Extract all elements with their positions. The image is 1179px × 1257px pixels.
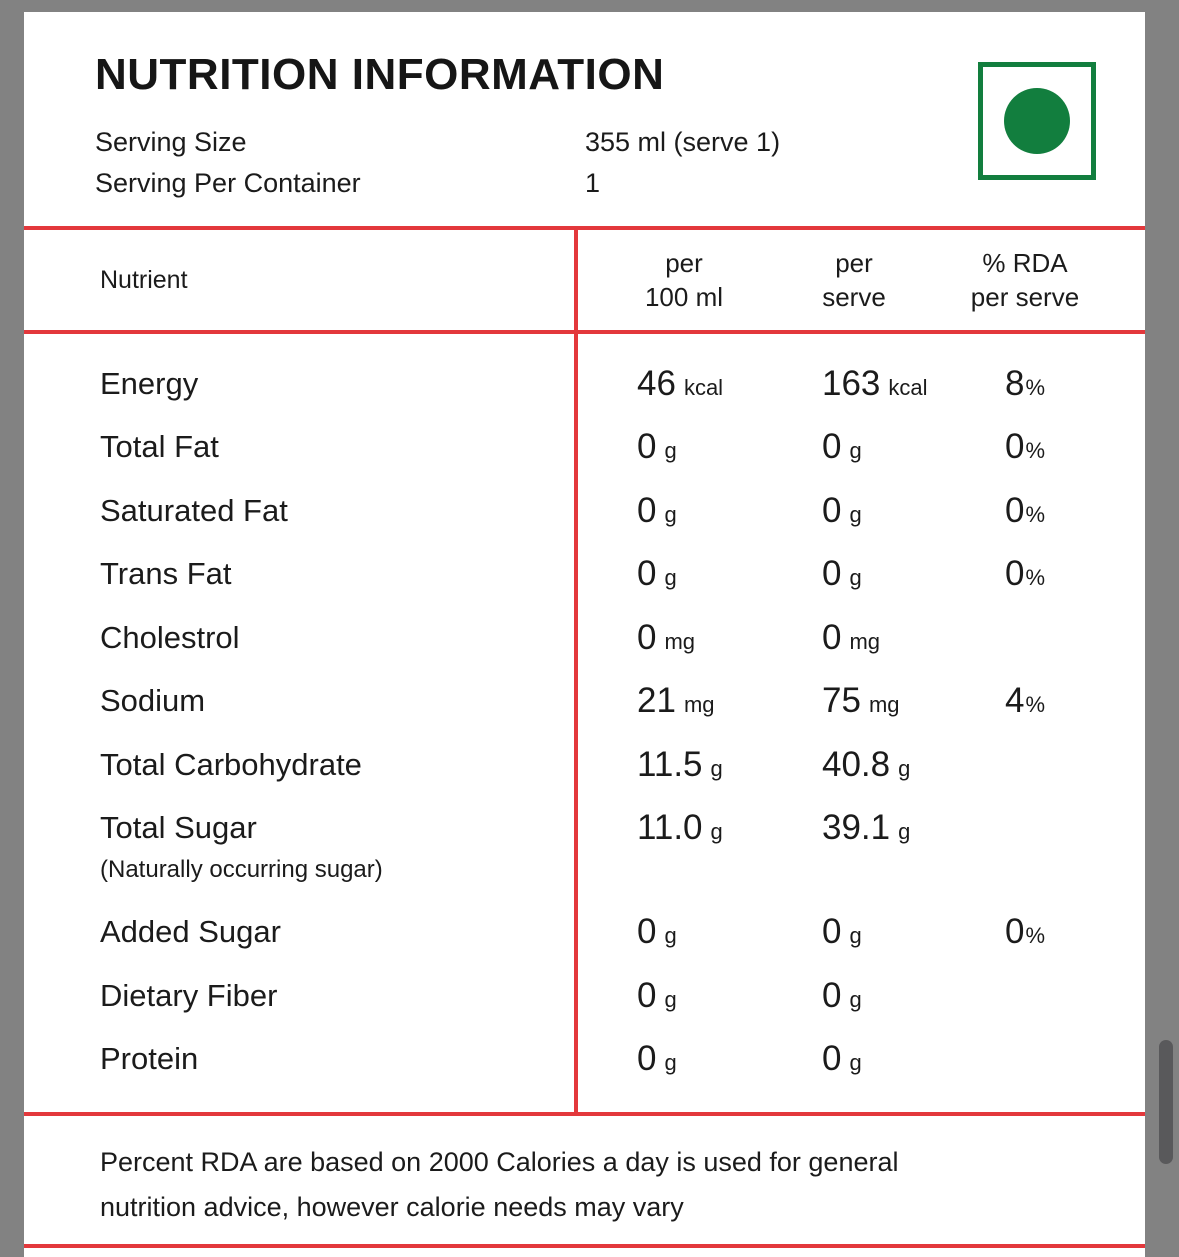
vegetarian-dot-icon [1004,88,1070,154]
divider-vertical [574,226,578,1116]
nutrient-name: Cholestrol [100,619,240,655]
nutrient-name: Total Fat [100,429,219,465]
serving-info: Serving Size 355 ml (serve 1) Serving Pe… [24,122,1145,204]
column-header-per-serve: per serve [822,248,886,312]
divider-header-bottom [24,330,1145,334]
divider-bottom [24,1244,1145,1248]
column-header-nutrient: Nutrient [100,265,188,294]
serving-size-label: Serving Size [95,127,247,157]
vegetarian-mark-icon [978,62,1096,180]
nutrient-name: Dietary Fiber [100,977,278,1013]
nutrient-name: Trans Fat [100,556,232,592]
nutrient-name: Total Carbohydrate [100,746,362,782]
column-header-per-100ml: per 100 ml [644,248,724,312]
page-title: NUTRITION INFORMATION [95,50,665,99]
column-header-rda: % RDA per serve [970,248,1080,312]
scrollbar-thumb[interactable] [1159,1040,1173,1164]
nutrient-name: Sodium [100,683,206,719]
table-row-cholestrol: Cholestrol 0 mg 0 mg [24,606,1145,670]
table-row-energy: Energy 46 kcal 163 kcal 8% [24,352,1145,416]
total-sugar-note: (Naturally occurring sugar) [100,856,383,883]
rda-footnote: Percent RDA are based on 2000 Calories a… [24,1116,1145,1230]
nutrient-name: Added Sugar [100,914,281,950]
footnote-line-1: Percent RDA are based on 2000 Calories a… [100,1147,899,1177]
divider-top [24,226,1145,230]
table-row-total-carbohydrate: Total Carbohydrate 11.5 g 40.8 g [24,733,1145,797]
nutrient-name: Total Sugar [100,810,257,846]
nutrient-name: Protein [100,1041,199,1077]
serving-size-row: Serving Size 355 ml (serve 1) [24,122,1145,163]
footnote-line-2: nutrition advice, however calorie needs … [100,1192,684,1222]
serving-per-container-value: 1 [585,168,601,198]
table-header-row: Nutrient per 100 ml per serve % RDA per … [24,230,1145,330]
nutrient-name: Energy [100,365,199,401]
serving-size-value: 355 ml (serve 1) [585,127,781,157]
table-row-sodium: Sodium 21 mg 75 mg 4% [24,670,1145,734]
divider-table-bottom [24,1112,1145,1116]
nutrient-name: Saturated Fat [100,492,288,528]
table-row-total-sugar: Total Sugar 11.0 g 39.1 g (Naturally occur… [24,797,1145,901]
serving-per-container-label: Serving Per Container [95,168,361,198]
nutrition-label-card: NUTRITION INFORMATION Serving Size 355 m… [24,12,1145,1257]
serving-per-container-row: Serving Per Container 1 [24,163,1145,204]
